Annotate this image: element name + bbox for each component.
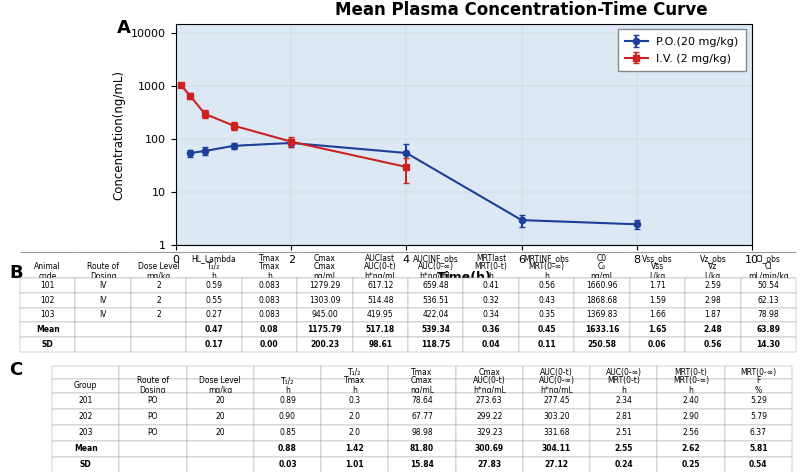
X-axis label: Time(h): Time(h) <box>437 271 491 284</box>
Title: Mean Plasma Concentration-Time Curve: Mean Plasma Concentration-Time Curve <box>335 1 708 19</box>
Legend: P.O.(20 mg/kg), I.V. (2 mg/kg): P.O.(20 mg/kg), I.V. (2 mg/kg) <box>618 29 746 71</box>
Y-axis label: Concentration(ng/mL): Concentration(ng/mL) <box>113 69 126 200</box>
Text: C: C <box>10 361 23 379</box>
Text: A: A <box>117 19 131 37</box>
Text: B: B <box>10 264 23 282</box>
